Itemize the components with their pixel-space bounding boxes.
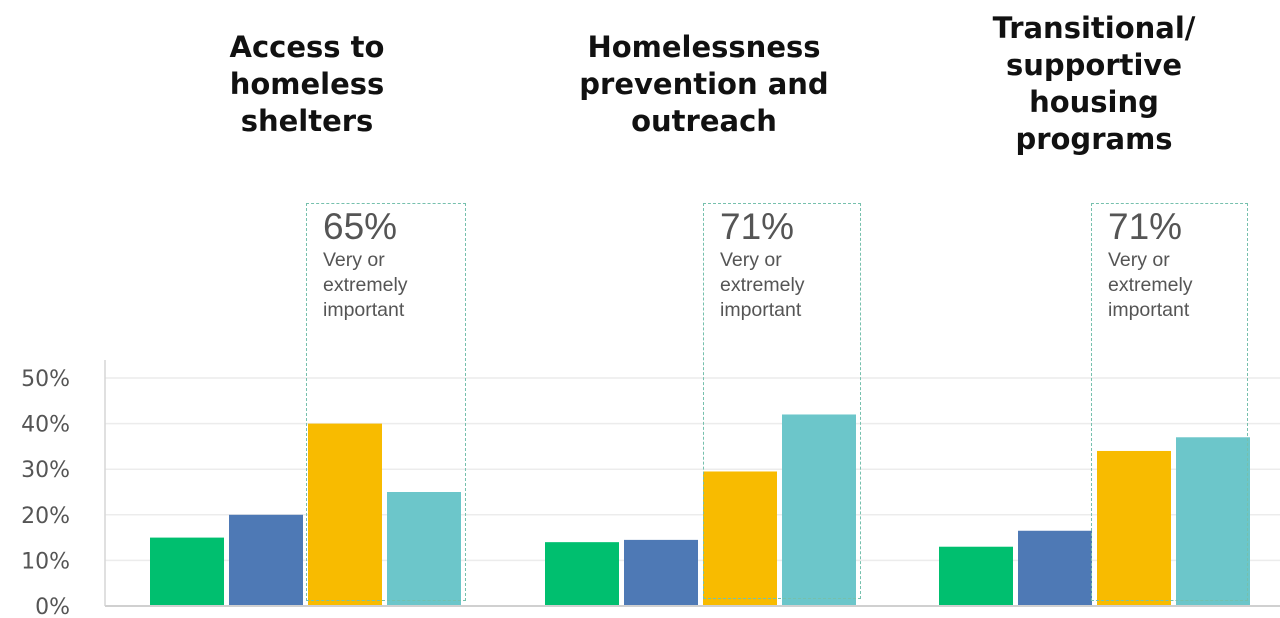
bar [1018,530,1092,606]
annotation-label: Very or [323,249,385,271]
annotation-value: 71% [720,206,795,247]
bar [1176,437,1250,606]
y-tick-label: 30% [21,458,70,483]
title-line: Transitional/ [992,11,1196,45]
bar [782,414,856,606]
y-axis-ticks: 0% 10% 20% 30% 40% 50% [21,367,70,618]
y-tick-label: 50% [21,367,70,392]
annotation-label: important [1108,299,1190,321]
annotation-box-3: 71% Very or extremely important [1091,203,1248,601]
bar [387,492,461,606]
bar [545,542,619,606]
bar [624,539,698,606]
annotation-value: 65% [323,206,398,247]
annotation-label: extremely [1108,274,1193,296]
bar [1097,450,1171,606]
title-line: supportive [1005,48,1183,82]
annotation-label: extremely [323,274,408,296]
annotation-label: Very or [1108,249,1170,271]
annotation-label: Very or [720,249,782,271]
y-tick-label: 40% [21,413,70,438]
bar [150,537,224,606]
title-line: Access to [229,30,385,64]
annotation-label: extremely [720,274,805,296]
annotation-box-1: 65% Very or extremely important [306,203,466,601]
title-line: homeless [229,67,385,101]
bar [229,514,303,606]
bar [939,546,1013,606]
title-line: Homelessness [587,30,821,64]
title-line: housing [1029,85,1159,119]
title-line: shelters [240,104,374,138]
annotation-label: important [720,299,802,321]
title-line: outreach [631,104,777,138]
annotation-label: important [323,299,405,321]
bars [150,414,1250,606]
panel-title-2: Homelessness prevention and outreach [554,29,854,140]
bar [703,471,777,606]
y-tick-label: 10% [21,549,70,574]
annotation-box-2: 71% Very or extremely important [703,203,861,599]
title-line: programs [1015,122,1173,156]
y-tick-label: 0% [35,595,70,618]
bar [308,423,382,606]
title-line: prevention and [579,67,829,101]
annotation-value: 71% [1108,206,1183,247]
y-tick-label: 20% [21,504,70,529]
panel-title-1: Access to homeless shelters [157,29,457,140]
panel-title-3: Transitional/ supportive housing program… [944,10,1244,158]
